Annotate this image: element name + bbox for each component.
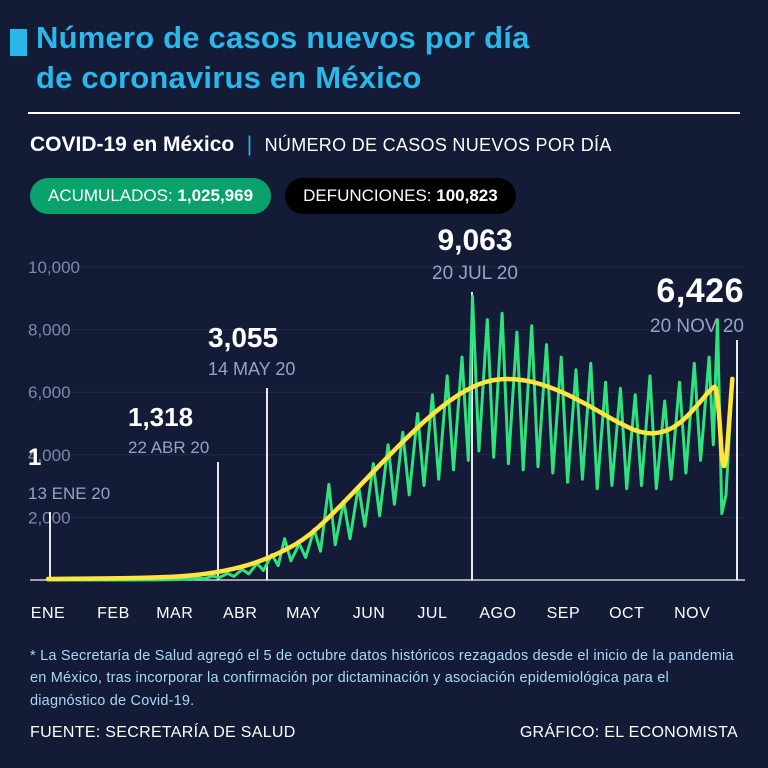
svg-text:10,000: 10,000 <box>28 258 80 277</box>
svg-text:AGO: AGO <box>479 605 516 622</box>
annotation-value: 1 <box>28 444 42 471</box>
accent-square <box>10 29 27 56</box>
chart-annotation-may-peak: 3,055 14 MAY 20 <box>208 322 295 380</box>
footer-credit: GRÁFICO: EL ECONOMISTA <box>519 724 738 741</box>
accumulated-label: ACUMULADOS: <box>48 186 173 205</box>
svg-text:SEP: SEP <box>547 605 581 622</box>
chart-annotation-latest: 6,426 20 NOV 20 <box>650 272 744 338</box>
footer-source: FUENTE: SECRETARÍA DE SALUD <box>30 724 296 741</box>
accumulated-value: 1,025,969 <box>177 186 254 205</box>
accumulated-badge: ACUMULADOS: 1,025,969 <box>30 178 272 214</box>
annotation-date: 20 NOV 20 <box>650 316 744 337</box>
svg-text:FEB: FEB <box>97 605 130 622</box>
svg-text:JUL: JUL <box>417 605 447 622</box>
annotation-date: 13 ENE 20 <box>28 484 111 503</box>
deaths-value: 100,823 <box>436 186 498 205</box>
svg-text:8,000: 8,000 <box>28 321 71 340</box>
annotation-value: 6,426 <box>656 272 744 310</box>
annotation-date: 22 ABR 20 <box>128 438 210 457</box>
svg-text:2,000: 2,000 <box>28 508 71 527</box>
stat-badges: ACUMULADOS: 1,025,969 DEFUNCIONES: 100,8… <box>30 178 516 214</box>
chart-annotation-july-peak: 9,063 20 JUL 20 <box>395 224 555 285</box>
svg-text:ENE: ENE <box>31 605 65 622</box>
subheader-title: COVID-19 en México <box>30 133 235 156</box>
svg-text:MAY: MAY <box>286 605 321 622</box>
annotation-value: 3,055 <box>208 322 279 353</box>
page-title-line2: de coronavirus en México <box>36 59 422 95</box>
header-divider <box>28 112 740 114</box>
deaths-label: DEFUNCIONES: <box>303 186 432 205</box>
annotation-value: 9,063 <box>437 224 513 257</box>
svg-text:ABR: ABR <box>223 605 257 622</box>
annotation-date: 14 MAY 20 <box>208 359 296 379</box>
annotation-value: 1,318 <box>128 402 194 432</box>
subheader-subtitle: NÚMERO DE CASOS NUEVOS POR DÍA <box>264 135 612 155</box>
chart-annotation-first-case: 1 13 ENE 20 <box>28 444 110 504</box>
svg-text:NOV: NOV <box>674 605 710 622</box>
footnote: * La Secretaría de Salud agregó el 5 de … <box>30 648 734 709</box>
footer: FUENTE: SECRETARÍA DE SALUD GRÁFICO: EL … <box>30 724 738 742</box>
svg-text:JUN: JUN <box>353 605 386 622</box>
page-title-line1: Número de casos nuevos por día <box>36 20 530 55</box>
chart-annotation-april-peak: 1,318 22 ABR 20 <box>128 402 209 458</box>
page-title: Número de casos nuevos por día de corona… <box>36 18 736 97</box>
svg-text:MAR: MAR <box>156 605 193 622</box>
svg-text:6,000: 6,000 <box>28 383 71 402</box>
subheader: COVID-19 en México | NÚMERO DE CASOS NUE… <box>30 133 612 157</box>
svg-text:OCT: OCT <box>609 605 644 622</box>
deaths-badge: DEFUNCIONES: 100,823 <box>285 178 516 214</box>
annotation-date: 20 JUL 20 <box>432 263 518 284</box>
subheader-separator: | <box>246 133 253 156</box>
